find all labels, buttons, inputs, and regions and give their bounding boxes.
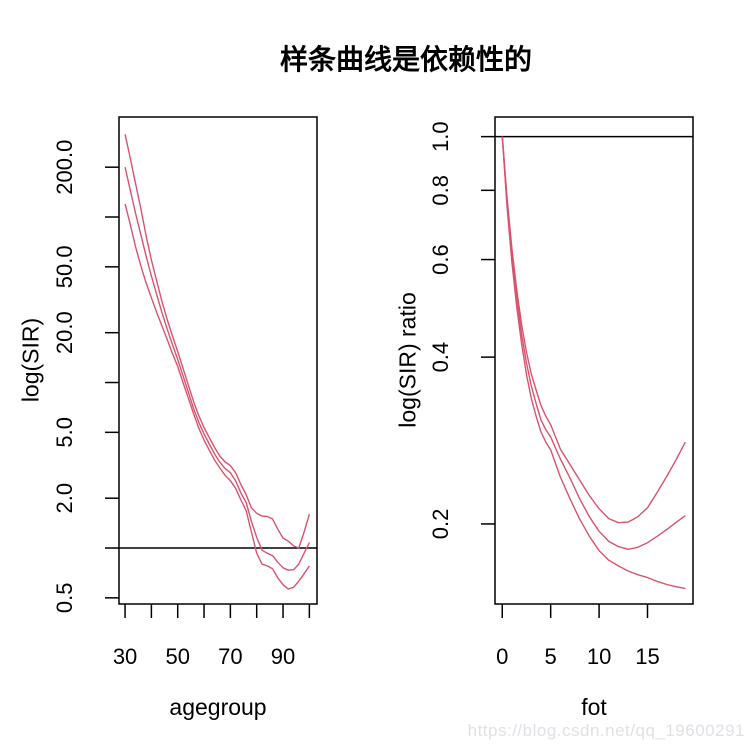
- right-y-tick-label: 0.4: [428, 342, 453, 373]
- right-x-tick-label: 10: [587, 644, 611, 669]
- left-y-axis-title: log(SIR): [17, 317, 44, 403]
- right-curve-lower_ci: [501, 136, 686, 590]
- left-y-tick-label: 2.0: [52, 483, 77, 514]
- left-x-tick-label: 30: [113, 644, 137, 669]
- right-curve-estimate: [501, 136, 686, 550]
- left-x-axis-title: agegroup: [169, 694, 267, 720]
- right-x-tick-label: 15: [635, 644, 659, 669]
- right-y-tick-label: 0.8: [428, 175, 453, 206]
- left-curve-lower_ci: [124, 203, 310, 590]
- right-y-tick-label: 1.0: [428, 121, 453, 152]
- right-x-tick-label: 0: [496, 644, 508, 669]
- left-x-tick-label: 70: [218, 644, 242, 669]
- left-x-tick-label: 90: [271, 644, 295, 669]
- figure-title: 样条曲线是依赖性的: [279, 43, 533, 76]
- left-x-tick-label: 50: [165, 644, 189, 669]
- right-y-tick-label: 0.2: [428, 509, 453, 540]
- left-curve-estimate: [124, 167, 311, 571]
- right-plot-box: [494, 116, 694, 605]
- right-curve-upper_ci: [501, 136, 686, 524]
- left-plot-box: [118, 116, 318, 605]
- right-x-axis-title: fot: [581, 694, 607, 720]
- left-y-tick-label: 20.0: [52, 311, 77, 354]
- right-y-axis-title: log(SIR) ratio: [394, 292, 421, 428]
- left-y-tick-label: 0.5: [52, 583, 77, 614]
- left-y-tick-label: 5.0: [52, 417, 77, 448]
- watermark: https://blog.csdn.net/qq_19600291: [467, 721, 745, 740]
- left-y-tick-label: 200.0: [52, 140, 77, 195]
- left-curve-upper_ci: [124, 134, 311, 549]
- right-x-tick-label: 5: [545, 644, 557, 669]
- left-y-tick-label: 50.0: [52, 245, 77, 288]
- right-y-tick-label: 0.6: [428, 244, 453, 275]
